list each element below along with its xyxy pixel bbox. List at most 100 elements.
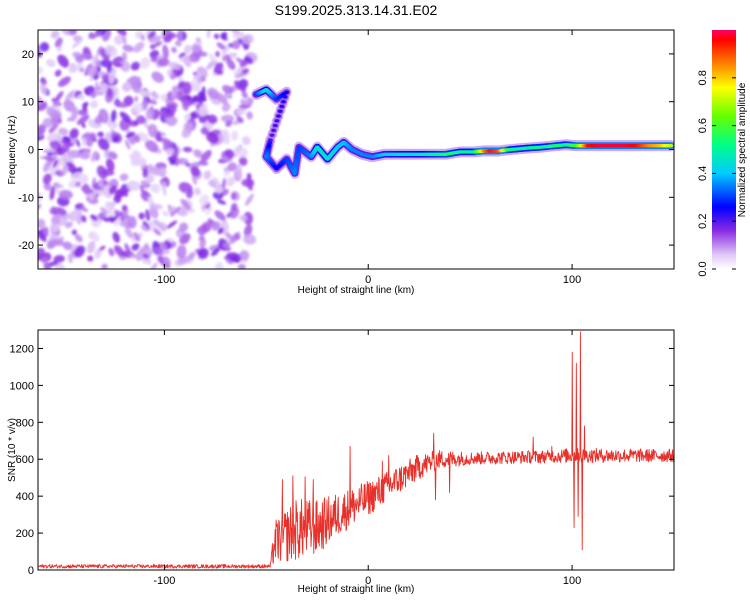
spectrogram-noise-blob <box>212 191 224 200</box>
colorbar-tick-label: 0.8 <box>697 70 709 85</box>
spectrogram-noise-blob <box>38 203 42 210</box>
x-tick-label: -100 <box>153 575 175 587</box>
spectrogram-noise-blob <box>175 39 182 47</box>
spectrogram-noise-blob <box>182 146 193 153</box>
spectrogram-noise-blob <box>217 227 224 235</box>
spectrogram-noise-blob <box>108 247 115 257</box>
spectrogram-noise-blob <box>94 248 102 259</box>
spectrogram-noise-blob <box>246 111 253 120</box>
spectrogram-noise-blob <box>232 120 240 125</box>
spectrogram-noise-blob <box>38 95 43 106</box>
spectrogram-noise-blob <box>68 209 83 222</box>
spectrogram-noise-blob <box>38 124 46 135</box>
spectrogram-noise-blob <box>215 50 220 58</box>
spectrogram-noise-blob <box>244 56 254 65</box>
spectrogram-noise-blob <box>114 209 125 222</box>
spectrogram-noise-blob <box>147 123 158 138</box>
spectrogram-noise-blob <box>162 44 169 59</box>
spectrogram-noise-blob <box>183 122 194 133</box>
spectrogram-noise-blob <box>58 189 73 200</box>
spectrogram-noise-blob <box>158 111 171 118</box>
spectrogram-noise-blob <box>243 234 257 245</box>
spectrogram-noise-blob <box>213 33 220 40</box>
spectrogram-noise-blob <box>166 220 178 229</box>
y-tick-label: 10 <box>22 97 34 109</box>
spectrogram-noise-blob <box>114 245 124 257</box>
ridge-core <box>272 123 278 128</box>
spectrogram-noise-blob <box>133 231 141 242</box>
spectrogram-noise-blob <box>144 243 150 250</box>
spectrogram-noise-blob <box>78 173 89 184</box>
spectrogram-noise-blob <box>170 72 177 80</box>
spectrogram-noise-blob <box>129 254 137 259</box>
spectrogram-noise-blob <box>145 173 155 183</box>
spectrogram-noise-blob <box>213 62 224 74</box>
spectrogram-noise-blob <box>224 149 235 159</box>
spectrogram-noise-blob <box>90 100 99 109</box>
spectrogram-noise-blob <box>221 177 226 190</box>
spectrogram-noise-blob <box>54 91 64 103</box>
spectrogram-noise-blob <box>63 99 76 112</box>
spectrogram-noise-blob <box>108 185 117 195</box>
spectrogram-noise-blob <box>38 100 48 111</box>
spectrogram-noise-blob <box>234 73 247 79</box>
colorbar-label: Normalized spectral amplitude <box>737 82 748 217</box>
spectrogram-noise-blob <box>38 218 46 229</box>
spectrogram-noise-blob <box>39 42 50 52</box>
spectrogram-noise-blob <box>82 149 91 159</box>
spectrogram-noise-blob <box>50 224 61 233</box>
spectrogram-noise-blob <box>161 181 167 187</box>
spectrogram-noise-blob <box>198 103 208 111</box>
spectrogram-noise-blob <box>149 203 163 210</box>
spectrogram-noise-blob <box>65 91 74 101</box>
spectrogram-noise-blob <box>45 59 56 68</box>
spectrogram-noise-blob <box>81 122 86 129</box>
spectrogram-noise-blob <box>49 186 56 201</box>
spectrogram-noise-blob <box>130 61 141 71</box>
spectrogram-noise-blob <box>119 220 128 227</box>
spectrogram-noise-blob <box>116 189 126 197</box>
spectrogram-noise-blob <box>198 91 207 102</box>
spectrogram-noise-blob <box>149 43 156 50</box>
spectrogram-noise-blob <box>113 101 128 108</box>
spectrogram-noise-blob <box>125 132 136 138</box>
spectrogram-noise-blob <box>172 92 179 100</box>
spectrogram-noise-blob <box>246 176 254 191</box>
spectrogram-noise-blob <box>126 76 142 84</box>
spectrogram-noise-blob <box>42 173 52 185</box>
spectrogram-noise-blob <box>231 130 239 141</box>
spectrogram-noise-blob <box>92 53 99 65</box>
spectrogram-noise-blob <box>177 231 183 236</box>
spectrogram-noise-blob <box>193 149 203 158</box>
spectrogram-noise-blob <box>66 149 82 159</box>
ridge-core <box>293 163 299 168</box>
snr-y-axis-label: SNR (10 * v/v) <box>7 418 18 482</box>
snr-x-ticks: -100 0 100 <box>153 330 581 587</box>
spectrogram-noise-blob <box>74 181 82 188</box>
spectrogram-noise-blob <box>222 85 234 94</box>
spectrogram-noise-blob <box>108 69 116 84</box>
spectrogram-noise-blob <box>168 61 181 70</box>
spectrogram-noise-blob <box>49 206 57 215</box>
spectrogram-y-axis-label: Frequency (Hz) <box>7 116 18 185</box>
spectrogram-noise-blob <box>119 111 132 123</box>
spectrogram-noise-blob <box>231 192 237 201</box>
spectrogram-noise-blob <box>122 44 134 52</box>
spectrogram-noise-blob <box>65 221 73 229</box>
spectrogram-noise-blob <box>158 167 167 177</box>
spectrogram-noise-blob <box>99 82 109 94</box>
spectrogram-noise-blob <box>227 162 238 172</box>
spectrogram-noise-blob <box>223 171 230 177</box>
spectrogram-noise-blob <box>163 256 171 265</box>
spectrogram-noise-blob <box>81 53 94 60</box>
spectrogram-noise-blob <box>52 159 59 168</box>
spectrogram-noise-blob <box>217 199 227 205</box>
spectrogram-noise-blob <box>135 250 145 261</box>
spectrogram-noise-blob <box>201 205 206 212</box>
spectrogram-noise-blob <box>106 87 113 98</box>
spectrogram-noise-blob <box>197 160 209 166</box>
snr-y-ticks: 0 200 400 600 800 1000 1200 <box>10 343 674 577</box>
spectrogram-noise-blob <box>55 39 62 47</box>
spectrogram-noise-blob <box>53 144 58 157</box>
spectrogram-noise-blob <box>87 65 98 77</box>
